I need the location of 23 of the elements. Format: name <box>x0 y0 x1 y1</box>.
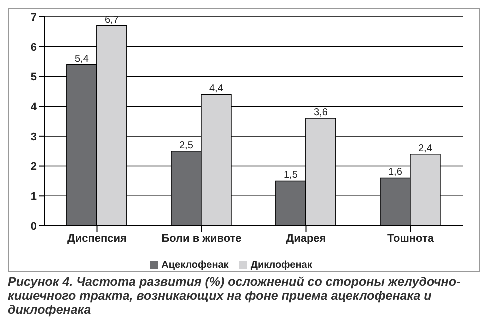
legend-label: Ацеклофенак <box>162 260 229 271</box>
data-label: 1,5 <box>284 170 298 182</box>
y-tick-label: 5 <box>30 72 37 84</box>
y-tick-label: 4 <box>30 101 38 114</box>
y-tick-label: 7 <box>30 12 37 24</box>
data-label: 2,4 <box>418 143 433 154</box>
y-tick-label: 2 <box>30 161 37 174</box>
data-label: 1,6 <box>388 167 403 178</box>
text: Рисунок 4. Частота развития (%) осложнений со стороны желудочно-кишечного тракта, возникающих на фоне приема ацеклофенака и диклофенака <box>8 275 462 317</box>
x-tick-label: Тошнота <box>387 232 435 245</box>
x-tick-label: Диспепсия <box>68 232 127 245</box>
data-label: 3,6 <box>314 108 328 119</box>
y-tick-label: 6 <box>30 42 37 54</box>
y-tick-label: 1 <box>30 191 37 204</box>
x-tick-label: Диарея <box>286 232 326 245</box>
data-label: 4,4 <box>209 84 224 95</box>
data-label: 6,7 <box>104 14 120 26</box>
data-label: 5,4 <box>74 54 90 65</box>
y-tick-label: 0 <box>30 220 37 233</box>
y-tick-label: 3 <box>30 131 37 144</box>
data-label: 2,5 <box>179 140 194 152</box>
x-tick-label: Боли в животе <box>162 232 242 245</box>
legend-label: Диклофенак <box>250 260 312 271</box>
